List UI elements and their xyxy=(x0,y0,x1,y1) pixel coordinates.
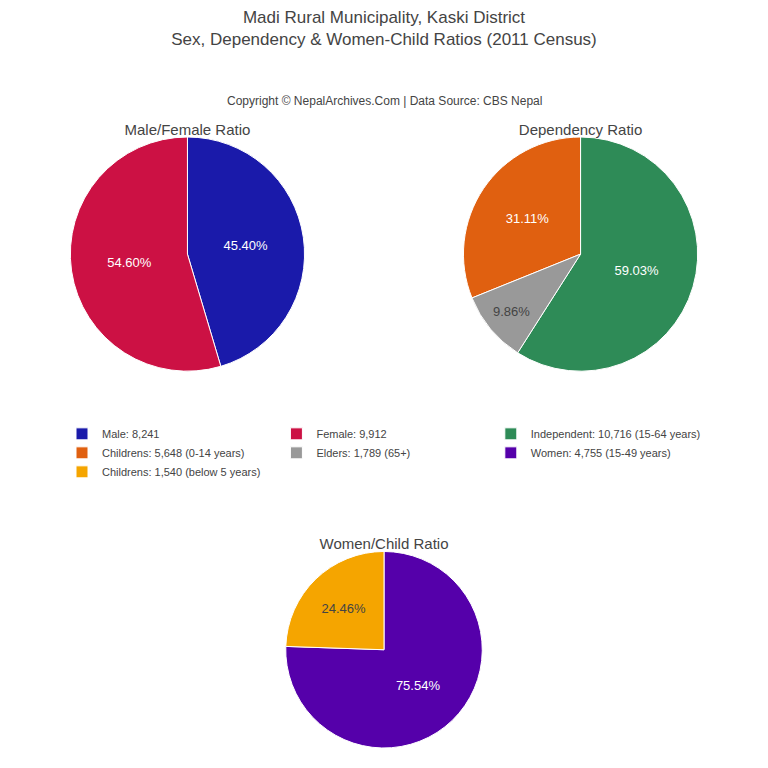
svg-text:31.11%: 31.11% xyxy=(506,211,550,226)
svg-text:59.03%: 59.03% xyxy=(615,263,660,278)
svg-text:54.60%: 54.60% xyxy=(107,255,152,270)
svg-text:75.54%: 75.54% xyxy=(396,678,441,693)
svg-text:9.86%: 9.86% xyxy=(493,304,530,319)
svg-text:Women: 4,755 (15-49 years): Women: 4,755 (15-49 years) xyxy=(531,447,671,459)
svg-text:Women/Child Ratio: Women/Child Ratio xyxy=(320,535,449,552)
svg-text:Madi Rural Municipality, Kaski: Madi Rural Municipality, Kaski DistrictS… xyxy=(171,8,597,49)
svg-text:Female: 9,912: Female: 9,912 xyxy=(316,428,386,440)
svg-text:24.46%: 24.46% xyxy=(321,601,366,616)
svg-text:Childrens: 1,540 (below 5 year: Childrens: 1,540 (below 5 years) xyxy=(102,466,260,478)
svg-text:Elders: 1,789 (65+): Elders: 1,789 (65+) xyxy=(316,447,410,459)
svg-text:Male: 8,241: Male: 8,241 xyxy=(102,428,159,440)
svg-text:Male/Female Ratio: Male/Female Ratio xyxy=(124,121,250,138)
svg-text:45.40%: 45.40% xyxy=(223,238,268,253)
svg-text:Childrens: 5,648 (0-14 years): Childrens: 5,648 (0-14 years) xyxy=(102,447,244,459)
svg-text:Independent: 10,716 (15-64 yea: Independent: 10,716 (15-64 years) xyxy=(531,428,700,440)
svg-text:Copyright © NepalArchives.Com: Copyright © NepalArchives.Com | Data Sou… xyxy=(227,94,542,108)
svg-text:Dependency Ratio: Dependency Ratio xyxy=(519,121,642,138)
